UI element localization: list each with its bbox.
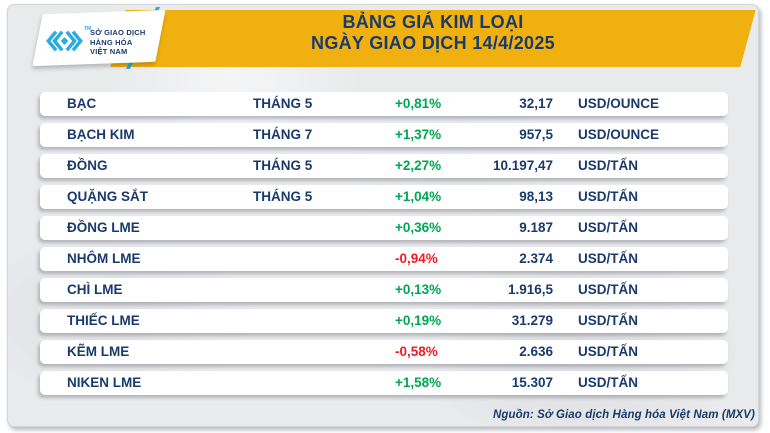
price-unit: USD/TẤN <box>578 313 638 328</box>
table-row: QUẶNG SẮT THÁNG 5 +1,04% 98,13 USD/TẤN <box>40 185 728 209</box>
table-row: KẼM LME -0,58% 2.636 USD/TẤN <box>40 340 728 364</box>
commodity-name: BẠCH KIM <box>67 127 135 142</box>
price-unit: USD/TẤN <box>578 375 638 390</box>
price-value: 32,17 <box>519 96 553 111</box>
price-value: 31.279 <box>511 313 553 328</box>
mxv-logo-icon <box>46 30 83 52</box>
page-title-line2: NGÀY GIAO DỊCH 14/4/2025 <box>311 33 555 53</box>
price-value: 10.197,47 <box>492 158 553 173</box>
price-value: 2.636 <box>519 344 553 359</box>
logo-text-line1: SỞ GIAO DỊCH <box>90 28 146 37</box>
commodity-name: NIKEN LME <box>67 375 142 390</box>
commodity-name: ĐỒNG LME <box>67 220 140 235</box>
change-percent: +0,36% <box>395 220 442 235</box>
commodity-name: ĐỒNG <box>67 158 108 173</box>
price-unit: USD/TẤN <box>578 251 638 266</box>
price-unit: USD/TẤN <box>578 158 638 173</box>
commodity-name: THIẾC LME <box>67 313 140 328</box>
change-percent: +0,81% <box>395 96 442 111</box>
change-percent: +1,58% <box>395 375 442 390</box>
table-row: BẠCH KIM THÁNG 7 +1,37% 957,5 USD/OUNCE <box>40 123 728 147</box>
change-percent: +1,37% <box>395 127 442 142</box>
price-unit: USD/TẤN <box>578 220 638 235</box>
source-credit: Nguồn: Sở Giao dịch Hàng hóa Việt Nam (M… <box>492 409 755 421</box>
logo-text-line2: HÀNG HÓA <box>90 37 133 47</box>
table-row: ĐỒNG LME +0,36% 9.187 USD/TẤN <box>40 216 728 240</box>
contract-month: THÁNG 5 <box>253 96 313 111</box>
trademark-mark: TM <box>84 26 92 32</box>
change-percent: +2,27% <box>395 158 442 173</box>
table-row: BẠC THÁNG 5 +0,81% 32,17 USD/OUNCE <box>40 92 728 116</box>
contract-month: THÁNG 5 <box>253 158 313 173</box>
price-value: 98,13 <box>519 189 553 204</box>
change-percent: +1,04% <box>395 189 442 204</box>
price-value: 1.916,5 <box>507 282 553 297</box>
commodity-name: KẼM LME <box>67 344 130 359</box>
page-title: BẢNG GIÁ KIM LOẠI NGÀY GIAO DỊCH 14/4/20… <box>118 12 748 54</box>
price-value: 9.187 <box>519 220 553 235</box>
change-percent: -0,94% <box>395 251 438 266</box>
commodity-name: QUẶNG SẮT <box>67 189 148 204</box>
commodity-name: CHÌ LME <box>67 282 123 297</box>
price-unit: USD/TẤN <box>578 189 638 204</box>
price-value: 957,5 <box>519 127 553 142</box>
table-row: NHÔM LME -0,94% 2.374 USD/TẤN <box>40 247 728 271</box>
table-row: ĐỒNG THÁNG 5 +2,27% 10.197,47 USD/TẤN <box>40 154 728 178</box>
table-row: THIẾC LME +0,19% 31.279 USD/TẤN <box>40 309 728 333</box>
price-unit: USD/OUNCE <box>578 96 660 111</box>
logo-text-line3: VIỆT NAM <box>90 47 128 56</box>
commodity-name: NHÔM LME <box>67 251 141 266</box>
price-value: 2.374 <box>519 251 553 266</box>
change-percent: +0,19% <box>395 313 442 328</box>
price-unit: USD/TẤN <box>578 282 638 297</box>
change-percent: +0,13% <box>395 282 442 297</box>
price-unit: USD/OUNCE <box>578 127 660 142</box>
page-title-line1: BẢNG GIÁ KIM LOẠI <box>342 12 524 32</box>
commodity-name: BẠC <box>67 96 97 111</box>
table-row: NIKEN LME +1,58% 15.307 USD/TẤN <box>40 371 728 395</box>
contract-month: THÁNG 7 <box>253 127 313 142</box>
contract-month: THÁNG 5 <box>253 189 313 204</box>
change-percent: -0,58% <box>395 344 438 359</box>
table-row: CHÌ LME +0,13% 1.916,5 USD/TẤN <box>40 278 728 302</box>
price-value: 15.307 <box>511 375 553 390</box>
price-unit: USD/TẤN <box>578 344 638 359</box>
logo-text: SỞ GIAO DỊCH HÀNG HÓA VIỆT NAM <box>90 28 145 57</box>
price-table: BẠC THÁNG 5 +0,81% 32,17 USD/OUNCE BẠCH … <box>40 92 728 395</box>
